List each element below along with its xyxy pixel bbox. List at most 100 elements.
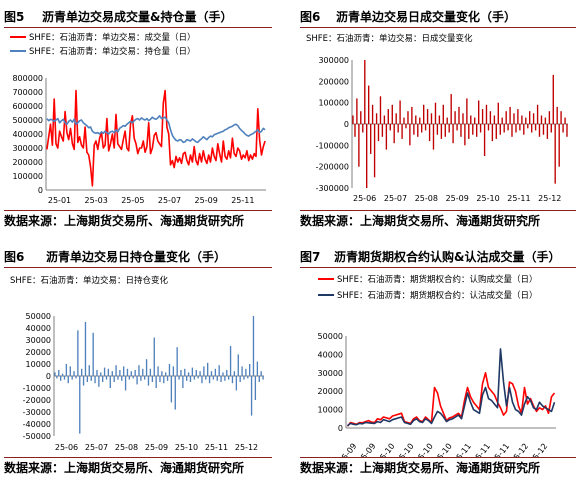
bar — [562, 124, 564, 133]
y-tick-label: 10000 — [26, 360, 51, 369]
bar — [69, 366, 71, 376]
bar — [81, 368, 83, 376]
bar — [54, 372, 56, 376]
bar — [487, 124, 490, 131]
bar — [151, 376, 154, 382]
bar — [554, 124, 556, 184]
bar — [170, 376, 173, 403]
bar — [424, 124, 427, 131]
bar — [147, 376, 150, 386]
bar — [134, 370, 136, 376]
bar — [403, 117, 405, 124]
bar — [544, 117, 547, 124]
bar — [199, 371, 201, 376]
x-tick-label: 25-07 — [85, 443, 108, 452]
bar — [210, 371, 213, 376]
bar — [366, 124, 368, 188]
bar — [155, 376, 157, 388]
bar — [191, 367, 194, 376]
bar — [149, 368, 152, 376]
bar — [126, 368, 129, 376]
bar — [231, 376, 234, 384]
bar — [90, 376, 92, 381]
bar — [413, 124, 415, 135]
bar — [370, 124, 372, 154]
series-line-2 — [347, 348, 556, 427]
bar — [375, 113, 378, 124]
bar — [472, 124, 474, 135]
bar — [119, 370, 121, 376]
bar — [65, 364, 68, 376]
bar — [399, 100, 401, 124]
legend-label: SHFE：石油沥青：单边交易：日成交量变化 — [306, 33, 473, 44]
bar — [534, 124, 537, 131]
chart-panel-fig7: 图7 沥青期货期权合约认购&认沽成交量（手） 0 10000 20000 30000 4… — [300, 245, 576, 479]
x-tick-label: 25-09 — [195, 196, 218, 205]
bar — [513, 113, 515, 124]
bar — [138, 365, 140, 376]
bar — [262, 376, 264, 380]
series-line-1 — [346, 372, 556, 427]
y-tick-label: 30000 — [26, 336, 51, 345]
bar — [195, 370, 197, 376]
x-tick-label: 25-09 — [446, 194, 469, 203]
bar — [113, 376, 115, 382]
bar — [168, 364, 171, 376]
x-tick-label: 25-09 — [145, 443, 168, 452]
bar — [383, 115, 386, 124]
y-tick-label: -300000 — [316, 184, 349, 193]
bar — [145, 359, 148, 376]
bar — [254, 376, 257, 400]
bar — [426, 109, 429, 124]
bar — [184, 368, 186, 376]
y-tick-label: 600000 — [12, 102, 43, 111]
bar — [94, 376, 96, 384]
x-tick-label: 25-10 — [175, 443, 198, 452]
bar — [517, 109, 519, 124]
x-tick-label: 25-10 — [394, 442, 415, 458]
legend-label: SHFE：石油沥青：期货期权合约：认沽成交量（日） — [337, 290, 538, 301]
bar — [395, 113, 397, 124]
y-tick-label: -50000 — [23, 432, 51, 441]
y-tick-label: -40000 — [23, 420, 51, 429]
bar — [446, 117, 448, 124]
y-tick-label: 50000 — [318, 332, 343, 341]
bar — [203, 366, 205, 376]
bar — [476, 124, 478, 137]
chart-title: 沥青单边交易日成交量变化（手） — [336, 10, 517, 24]
bar — [519, 124, 521, 131]
bar — [233, 371, 236, 376]
bar — [352, 115, 354, 124]
y-tick-label: 300000 — [318, 56, 349, 65]
bar — [497, 102, 499, 124]
bar — [186, 376, 188, 381]
bar — [208, 376, 211, 384]
bar — [174, 376, 176, 410]
bar — [542, 124, 545, 135]
chart-panel-fig6-volume-change: 图6 沥青单边交易日成交量变化（手） -300000 -200000 -100000… — [300, 5, 576, 232]
panel-header: 图6 沥青单边交易日成交量变化（手） — [300, 5, 576, 28]
bar — [61, 373, 64, 376]
bar — [222, 372, 224, 376]
bar — [456, 124, 458, 131]
y-tick-label: 20000 — [318, 387, 343, 396]
bar — [464, 124, 466, 146]
bar — [123, 366, 125, 376]
bar — [462, 113, 464, 124]
bar — [92, 332, 94, 376]
bar — [163, 376, 165, 384]
bar — [548, 111, 551, 124]
legend-label: SHFE：石油沥青：单边交易：持仓量（日） — [29, 46, 196, 57]
x-tick-label: 25-03 — [85, 196, 108, 205]
bar — [515, 124, 517, 133]
bar — [509, 106, 511, 124]
bar — [153, 337, 155, 376]
y-tick-label: 40000 — [318, 350, 343, 359]
bar — [452, 124, 454, 144]
y-tick-label: 0 — [338, 424, 343, 433]
bar — [450, 94, 452, 124]
bar — [379, 96, 382, 124]
bar — [107, 368, 110, 376]
bar — [389, 124, 391, 131]
bar — [474, 117, 476, 124]
